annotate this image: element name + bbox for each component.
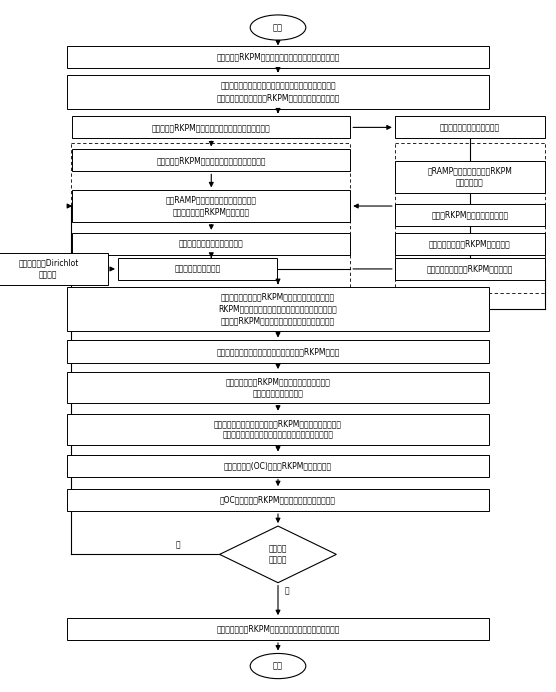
Text: 是: 是 xyxy=(285,587,289,596)
FancyBboxPatch shape xyxy=(395,258,545,280)
Text: 求OC法更新前后RKPM节点相对密度的最大改变值: 求OC法更新前后RKPM节点相对密度的最大改变值 xyxy=(220,495,336,504)
Text: 组建设计域的无网格RKPM整体热刚度矩阵和无网格
RKPM整体热载荷列向量，建立各向异性材料结构传热
的无网格RKPM离散控制方程并求节点的温度参数值: 组建设计域的无网格RKPM整体热刚度矩阵和无网格 RKPM整体热载荷列向量，建立… xyxy=(219,293,337,325)
Text: 输入各向异性材料属性（导热系数、正交各向异性因子、
材料方向角等）、设计域RKPM离散节点信息和边界条件: 输入各向异性材料属性（导热系数、正交各向异性因子、 材料方向角等）、设计域RKP… xyxy=(216,82,340,102)
Text: 建立各RKPM节点的导热系数张量: 建立各RKPM节点的导热系数张量 xyxy=(431,210,508,219)
FancyBboxPatch shape xyxy=(395,161,545,192)
FancyBboxPatch shape xyxy=(395,233,545,255)
Text: 求各计算点的动态影响域半径: 求各计算点的动态影响域半径 xyxy=(440,123,500,132)
FancyBboxPatch shape xyxy=(118,258,276,280)
Text: 由RAMP材料插值模型求各RKPM
节点相对密度: 由RAMP材料插值模型求各RKPM 节点相对密度 xyxy=(428,167,512,188)
Text: 罚函数法处理Dirichlot
本质边界: 罚函数法处理Dirichlot 本质边界 xyxy=(18,259,78,280)
FancyBboxPatch shape xyxy=(72,116,350,138)
Text: 求热源对设计域所产生的热载荷: 求热源对设计域所产生的热载荷 xyxy=(179,239,244,248)
FancyBboxPatch shape xyxy=(72,149,350,172)
FancyBboxPatch shape xyxy=(67,46,489,68)
FancyBboxPatch shape xyxy=(395,116,545,138)
Text: 结束: 结束 xyxy=(273,662,283,671)
Text: 建立基于无网格RKPM法的各向异性材料热结构
拓扑优化问题的数学模型: 建立基于无网格RKPM法的各向异性材料热结构 拓扑优化问题的数学模型 xyxy=(226,377,330,398)
FancyBboxPatch shape xyxy=(0,253,108,284)
FancyBboxPatch shape xyxy=(72,190,350,221)
Ellipse shape xyxy=(250,653,306,679)
Text: 采用伴随矩阵分析法求解无网格RKPM热结构拓扑优化模型
中散热柔度目标函数的灵敏度和体积约束函数的灵敏度: 采用伴随矩阵分析法求解无网格RKPM热结构拓扑优化模型 中散热柔度目标函数的灵敏… xyxy=(214,419,342,439)
Text: 求各节点的无网格RKPM热刚度矩阵: 求各节点的无网格RKPM热刚度矩阵 xyxy=(429,239,511,248)
Text: 输入无网格RKPM设计域积分背景网格并求高斯点信息: 输入无网格RKPM设计域积分背景网格并求高斯点信息 xyxy=(152,123,271,132)
Text: 定义无网格RKPM设计域、体积约束和初始节点相对密度: 定义无网格RKPM设计域、体积约束和初始节点相对密度 xyxy=(216,52,340,61)
Ellipse shape xyxy=(250,15,306,40)
Text: 设定无网格RKPM热拓扑结构优化的迭代终止条件: 设定无网格RKPM热拓扑结构优化的迭代终止条件 xyxy=(157,156,266,165)
FancyBboxPatch shape xyxy=(72,233,350,255)
FancyBboxPatch shape xyxy=(395,203,545,226)
Polygon shape xyxy=(220,526,336,583)
FancyBboxPatch shape xyxy=(67,372,489,403)
Text: 输出基于无网格RKPM的各向异性材料的最优热拓扑结构: 输出基于无网格RKPM的各向异性材料的最优热拓扑结构 xyxy=(216,625,340,634)
FancyBboxPatch shape xyxy=(67,340,489,363)
Text: 开始: 开始 xyxy=(273,23,283,32)
FancyBboxPatch shape xyxy=(67,455,489,477)
Text: 逐一处理每条传热边界: 逐一处理每条传热边界 xyxy=(174,264,221,273)
FancyBboxPatch shape xyxy=(67,618,489,640)
FancyBboxPatch shape xyxy=(67,489,489,511)
FancyBboxPatch shape xyxy=(67,75,489,109)
FancyBboxPatch shape xyxy=(67,287,489,331)
Text: 利用优化准则(OC)法更新RKPM节点相对密度: 利用优化准则(OC)法更新RKPM节点相对密度 xyxy=(224,461,332,470)
Text: 否: 否 xyxy=(176,540,180,549)
FancyBboxPatch shape xyxy=(67,414,489,445)
Text: 由各节点影响域内的节点温度参数值拟合其RKPM温度值: 由各节点影响域内的节点温度参数值拟合其RKPM温度值 xyxy=(216,347,340,356)
Text: 建立RAMP材料插值模型下的各向异性材
料结构的无网格RKPM热刚度矩阵: 建立RAMP材料插值模型下的各向异性材 料结构的无网格RKPM热刚度矩阵 xyxy=(166,196,257,217)
Text: 迭代终止
条件判断: 迭代终止 条件判断 xyxy=(269,544,287,565)
Text: 组建设计域的无网格RKPM热刚度矩阵: 组建设计域的无网格RKPM热刚度矩阵 xyxy=(426,264,513,273)
